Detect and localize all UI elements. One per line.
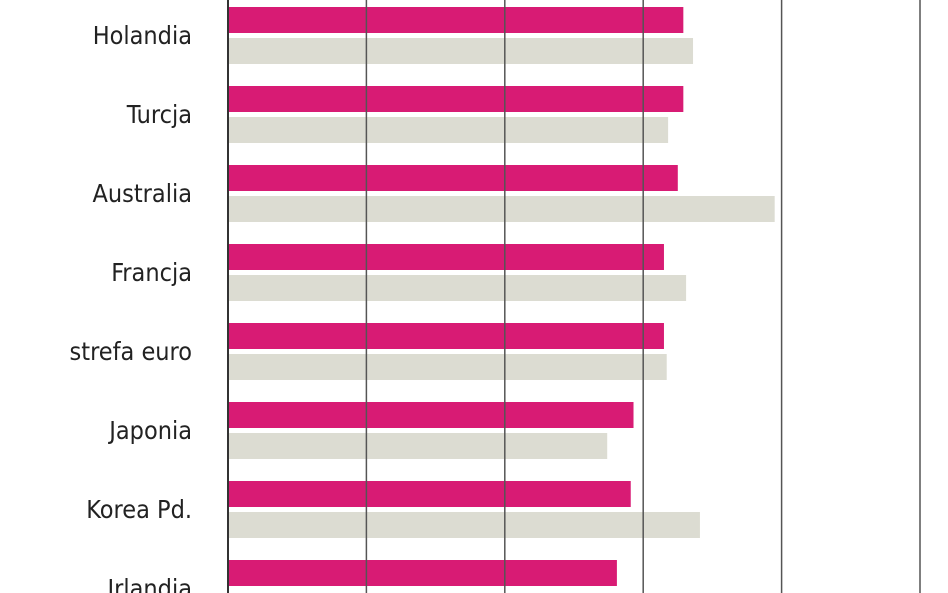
bar <box>228 196 775 222</box>
bar <box>228 512 700 538</box>
y-tick-label: Francja <box>111 258 192 287</box>
bar <box>228 7 684 33</box>
bar <box>228 354 667 380</box>
bar <box>228 117 669 143</box>
bar <box>228 38 694 64</box>
bar <box>228 433 608 459</box>
bar <box>228 86 684 112</box>
y-tick-label: Korea Pd. <box>86 495 192 524</box>
y-tick-label: Irlandia <box>108 574 192 593</box>
bar <box>228 165 678 191</box>
y-tick-label: Holandia <box>93 21 192 50</box>
y-tick-label: strefa euro <box>70 337 192 366</box>
bar <box>228 560 617 586</box>
bar <box>228 323 664 349</box>
y-tick-label: Turcja <box>126 100 192 129</box>
bar <box>228 481 631 507</box>
bar <box>228 275 687 301</box>
y-tick-label: Japonia <box>107 416 192 445</box>
bar <box>228 244 664 270</box>
bar <box>228 402 634 428</box>
y-tick-label: Australia <box>93 179 192 208</box>
